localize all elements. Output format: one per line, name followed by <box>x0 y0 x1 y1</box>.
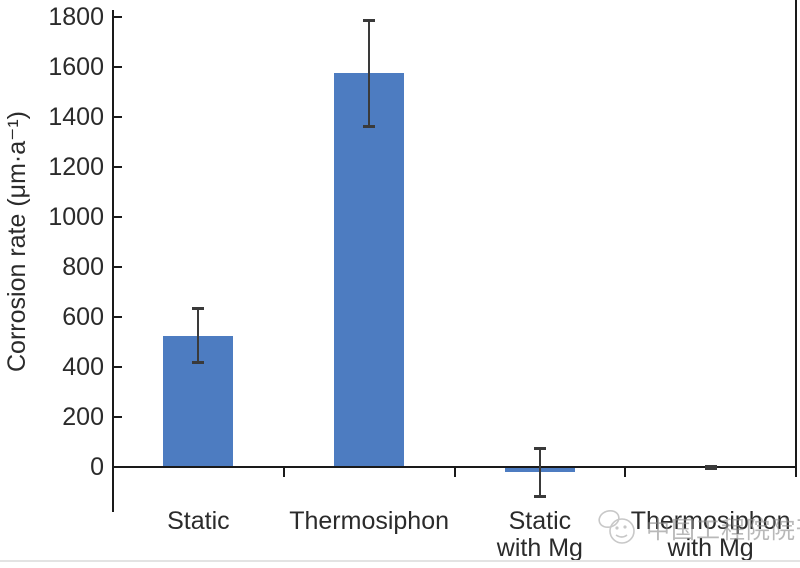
y-tick <box>114 216 122 218</box>
error-bar-cap-top <box>363 18 376 22</box>
y-tick-label: 1800 <box>48 3 104 31</box>
y-tick-label: 0 <box>90 453 104 481</box>
right-border-line <box>795 0 797 477</box>
y-tick-label: 1200 <box>48 153 104 181</box>
y-tick <box>114 466 122 468</box>
error-bar-cap-bottom <box>192 361 205 365</box>
error-bar-line <box>538 448 541 497</box>
y-tick-label: 600 <box>62 303 104 331</box>
y-tick-label: 400 <box>62 353 104 381</box>
error-bar-cap-bottom <box>363 125 376 128</box>
y-axis-line <box>112 10 114 512</box>
x-category-label: Thermosiphon with Mg <box>630 507 791 562</box>
error-bar-cap-top <box>533 447 546 451</box>
x-category-label: Static <box>167 507 230 535</box>
y-tick-label: 1400 <box>48 103 104 131</box>
y-tick-label: 1600 <box>48 53 104 81</box>
y-tick-label: 1000 <box>48 203 104 231</box>
y-tick <box>114 116 122 118</box>
y-tick <box>114 416 122 418</box>
error-bar-cap-top <box>192 307 205 311</box>
x-tick <box>453 468 456 477</box>
y-tick <box>114 16 122 18</box>
x-category-label: Thermosiphon <box>289 507 450 535</box>
error-bar-cap-top <box>704 464 717 468</box>
error-bar-line <box>197 308 200 364</box>
x-axis-zero-line <box>112 466 797 468</box>
x-tick <box>624 468 627 477</box>
y-axis-title: Corrosion rate (μm·a⁻¹) <box>3 111 31 373</box>
y-tick <box>114 166 122 168</box>
x-tick <box>282 468 285 477</box>
y-tick-label: 200 <box>62 403 104 431</box>
x-category-label: Static with Mg <box>496 507 583 562</box>
error-bar-line <box>368 19 371 127</box>
error-bar-cap-bottom <box>704 466 717 470</box>
y-tick <box>114 266 122 268</box>
image-bottom-border <box>0 560 800 562</box>
bar-thermosiphon <box>334 73 405 467</box>
y-tick <box>114 316 122 318</box>
y-tick <box>114 366 122 368</box>
y-tick-label: 800 <box>62 253 104 281</box>
y-tick <box>114 66 122 68</box>
error-bar-cap-bottom <box>533 495 546 498</box>
